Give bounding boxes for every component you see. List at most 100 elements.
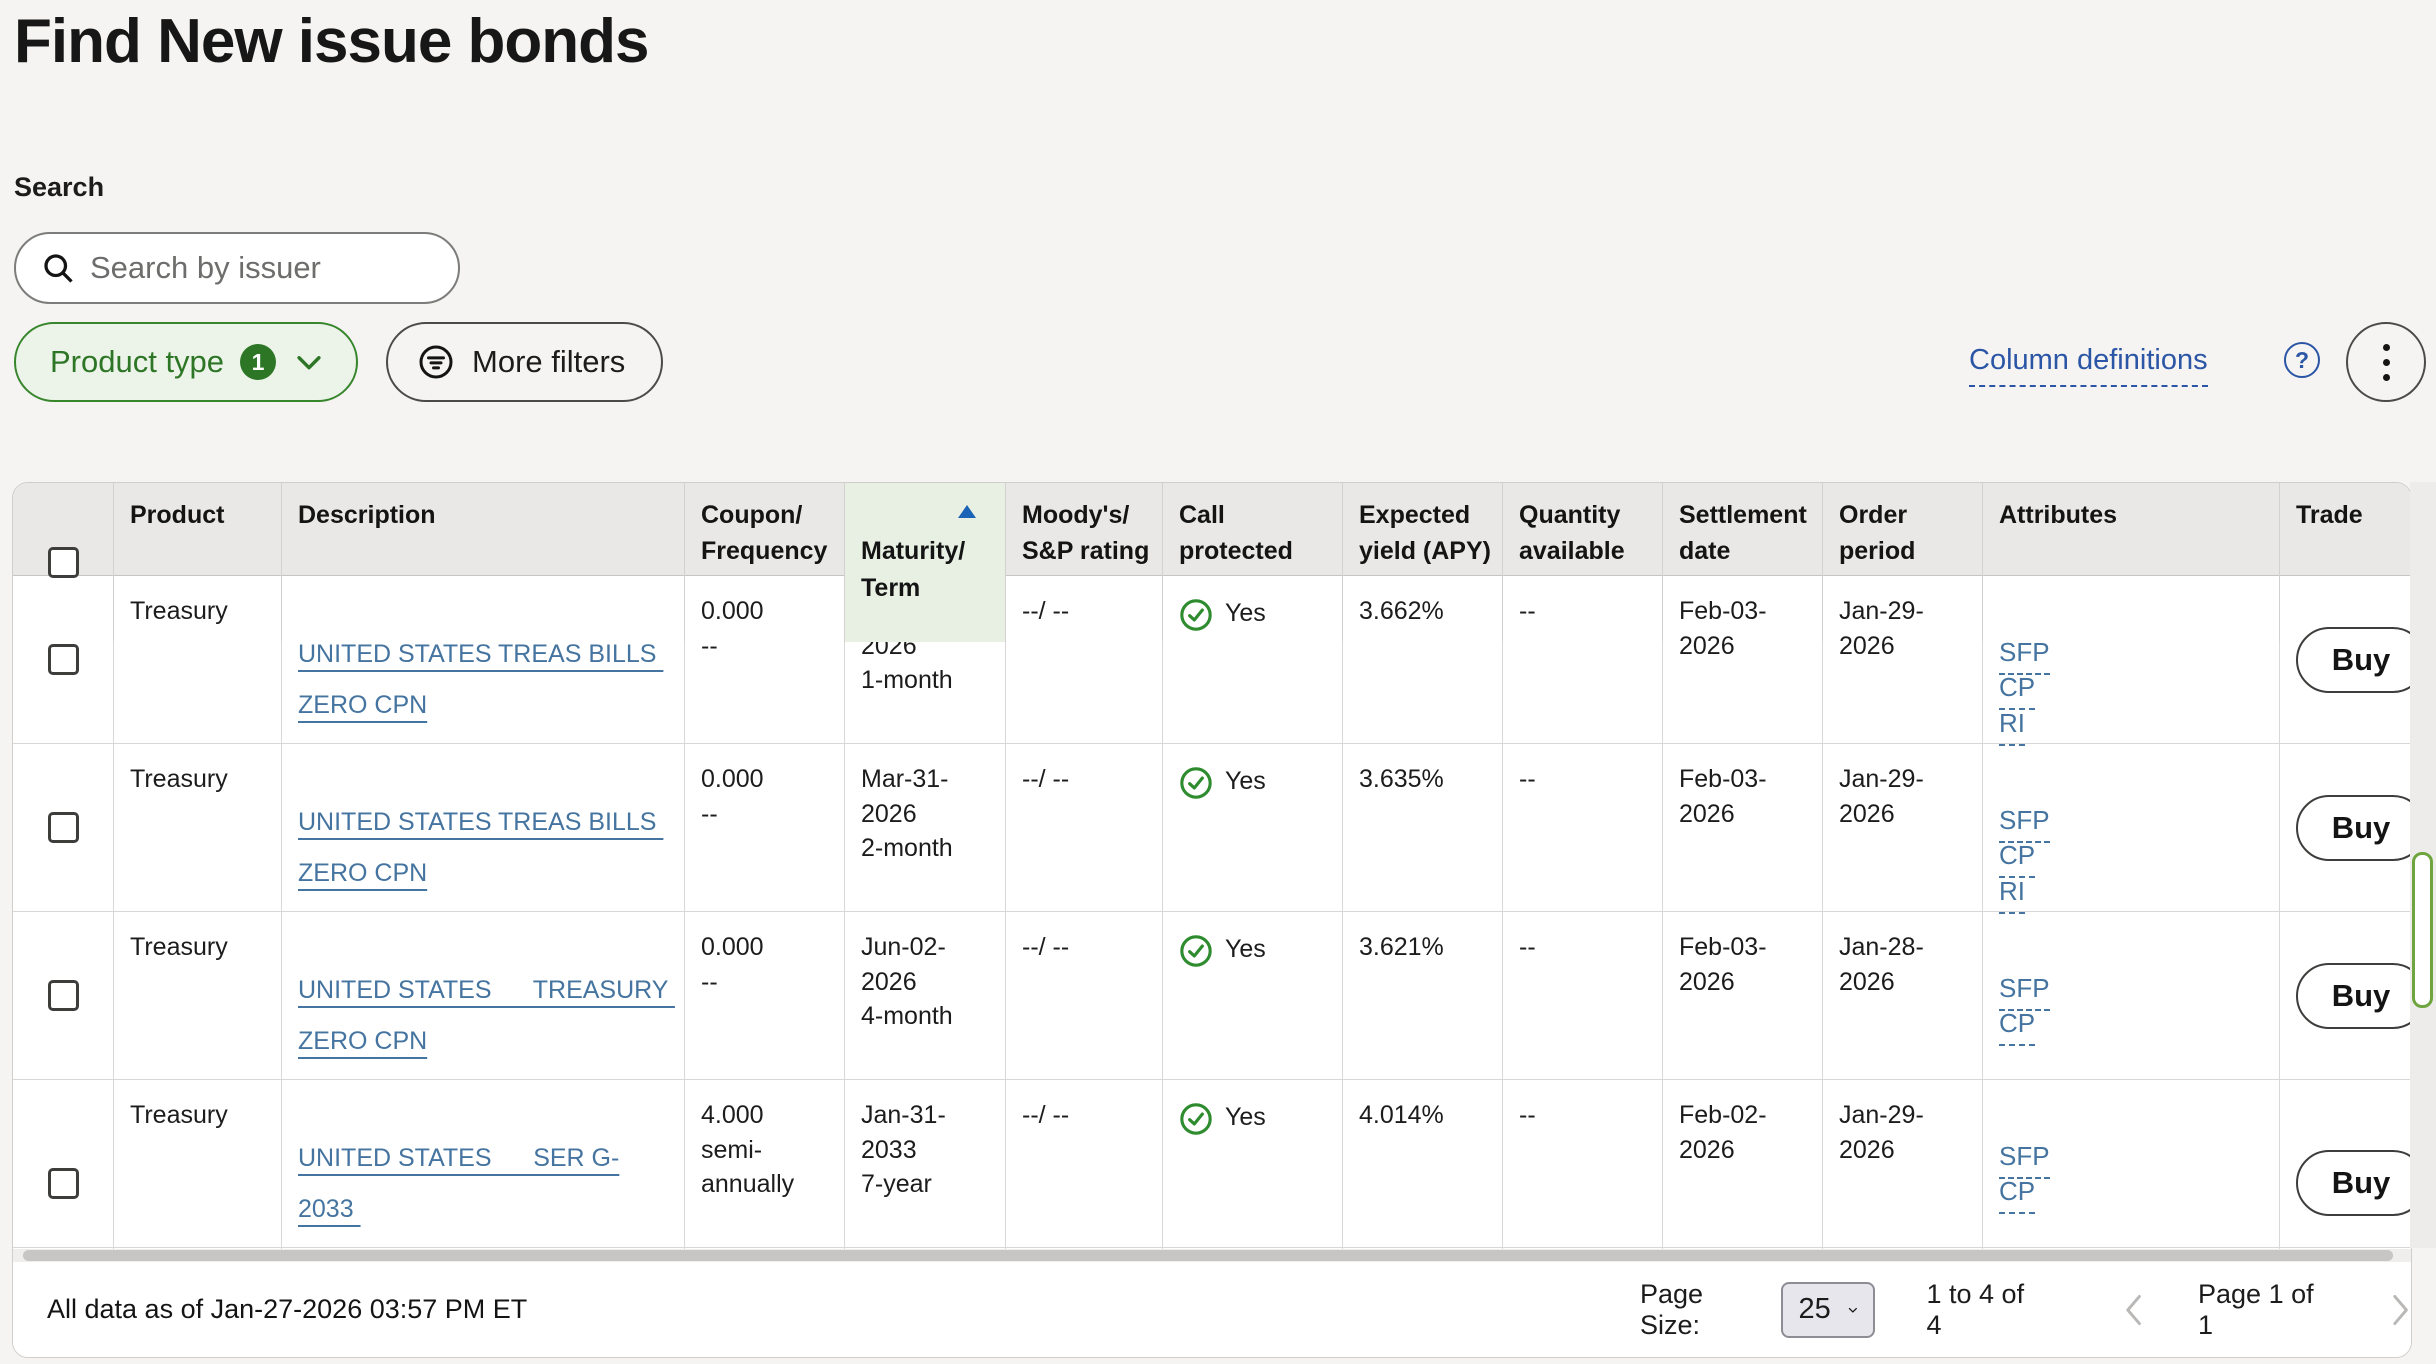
description-cell: UNITED STATES TREASURY ZERO CPN [282,912,685,1079]
call-protected-cell: Yes [1163,1080,1343,1287]
call-protected-cell: Yes [1163,576,1343,743]
settlement-cell: Feb-02- 2026 [1663,1080,1823,1287]
call-protected-value: Yes [1225,599,1266,627]
header-cell-description[interactable]: Description [282,483,685,642]
select-all-checkbox[interactable] [47,547,79,578]
filter-icon [419,345,453,379]
kebab-dot [2382,343,2390,351]
vertical-scrollbar-thumb[interactable] [2412,852,2433,1008]
description-cell: UNITED STATES TREAS BILLS ZERO CPN [282,744,685,911]
results-table-card: Product Description Coupon/ Frequency Ma… [12,482,2412,1358]
table-row: Treasury UNITED STATES TREASURY ZERO CPN… [13,912,2411,1080]
settlement-cell: Feb-03- 2026 [1663,576,1823,743]
order-period-cell: Jan-29- 2026 [1823,744,1983,911]
header-cell-coupon[interactable]: Coupon/ Frequency [685,483,845,642]
header-cell-select [13,483,114,642]
header-cell-maturity-label: Maturity/ Term [861,537,966,602]
order-period-cell: Jan-29- 2026 [1823,576,1983,743]
product-cell: Treasury [114,576,282,743]
trade-cell: Buy [2280,744,2411,911]
header-cell-rating[interactable]: Moody's/ S&P rating [1006,483,1163,642]
column-definitions-link[interactable]: Column definitions [1969,344,2208,387]
order-period-cell: Jan-28- 2026 [1823,912,1983,1079]
maturity-cell: Mar-31- 2026 2-month [845,744,1006,911]
help-icon[interactable]: ? [2284,342,2320,378]
call-protected-value: Yes [1225,1103,1266,1131]
header-cell-attributes[interactable]: Attributes [1983,483,2280,642]
table-row: Treasury UNITED STATES TREAS BILLS ZERO … [13,744,2411,915]
header-cell-maturity[interactable]: Maturity/ Term [845,483,1006,642]
data-as-of-text: All data as of Jan-27-2026 03:57 PM ET [47,1294,528,1324]
quantity-cell: -- [1503,576,1663,743]
more-filters-label: More filters [472,344,626,379]
buy-button[interactable]: Buy [2296,1150,2411,1217]
description-cell: UNITED STATES TREAS BILLS ZERO CPN [282,576,685,743]
search-box[interactable] [14,232,460,304]
header-cell-trade: Trade [2296,501,2363,529]
buy-button[interactable]: Buy [2296,962,2411,1029]
yield-cell: 4.014% [1343,1080,1503,1287]
description-link[interactable]: UNITED STATES TREAS BILLS ZERO CPN [298,639,657,719]
table-options-kebab-button[interactable] [2346,322,2426,402]
attribute-link-sfp[interactable]: SFP [1999,636,2050,675]
attributes-cell: SFP CP [1983,912,2280,1079]
more-filters-button[interactable]: More filters [386,322,664,402]
attribute-link-sfp[interactable]: SFP [1999,972,2050,1011]
product-type-label: Product type [50,344,225,379]
product-cell: Treasury [114,744,282,911]
row-checkbox[interactable] [47,812,79,843]
coupon-cell: 0.000 -- [685,576,845,743]
attribute-link-cp[interactable]: CP [1999,1176,2036,1215]
header-cell-settlement[interactable]: Settlement date [1663,483,1823,642]
search-icon [44,254,73,283]
previous-page-icon[interactable] [2121,1290,2146,1330]
search-input[interactable] [90,250,420,286]
row-checkbox[interactable] [47,644,79,675]
header-cell-product[interactable]: Product [114,483,282,642]
page-indicator-text: Page 1 of 1 [2198,1278,2314,1340]
pagination-controls: Page Size: 25 1 to 4 of 4 Page 1 of 1 [1640,1278,2412,1341]
sort-ascending-icon [958,505,976,518]
check-circle-icon [1180,1103,1212,1135]
description-link[interactable]: UNITED STATES TREAS BILLS ZERO CPN [298,807,657,887]
settlement-cell: Feb-03- 2026 [1663,744,1823,911]
check-circle-icon [1180,599,1212,631]
header-cell-yield[interactable]: Expected yield (APY) [1343,483,1503,642]
product-type-count-badge: 1 [240,344,277,380]
header-cell-order-period[interactable]: Order period [1823,483,1983,642]
quantity-cell: -- [1503,744,1663,911]
page-size-select[interactable]: 25 [1780,1281,1875,1338]
coupon-cell: 0.000 -- [685,912,845,1079]
attribute-link-cp[interactable]: CP [1999,840,2036,879]
description-link[interactable]: UNITED STATES TREASURY ZERO CPN [298,975,668,1055]
attribute-link-cp[interactable]: CP [1999,1008,2036,1047]
quantity-cell: -- [1503,912,1663,1079]
buy-button[interactable]: Buy [2296,626,2411,693]
header-cell-call-protected[interactable]: Call protected [1163,483,1343,642]
product-cell: Treasury [114,912,282,1079]
quantity-cell: -- [1503,1080,1663,1287]
attribute-link-sfp[interactable]: SFP [1999,1140,2050,1179]
row-checkbox[interactable] [47,1167,79,1199]
row-select-cell [13,576,114,743]
product-type-filter-button[interactable]: Product type 1 [14,322,359,402]
coupon-cell: 0.000 -- [685,744,845,911]
header-cell-quantity[interactable]: Quantity available [1503,483,1663,642]
settlement-cell: Feb-03- 2026 [1663,912,1823,1079]
vertical-scrollbar[interactable] [2410,482,2436,1248]
next-page-icon[interactable] [2388,1290,2412,1330]
horizontal-scrollbar-thumb[interactable] [23,1250,2393,1261]
buy-button[interactable]: Buy [2296,794,2411,861]
row-checkbox[interactable] [47,980,79,1011]
table-footer: All data as of Jan-27-2026 03:57 PM ET P… [13,1262,2412,1357]
table-row: Treasury UNITED STATES SER G-2033 TREASU… [13,1080,2411,1287]
attribute-link-cp[interactable]: CP [1999,672,2036,711]
trade-cell: Buy [2280,1080,2411,1286]
attribute-link-ri[interactable]: RI [1999,708,2025,747]
attribute-link-ri[interactable]: RI [1999,876,2025,915]
select-chevron-icon [1848,1307,1857,1313]
product-cell: Treasury [114,1080,282,1287]
attribute-link-sfp[interactable]: SFP [1999,804,2050,843]
maturity-cell: Jan-31- 2033 7-year [845,1080,1006,1287]
horizontal-scrollbar[interactable] [13,1249,2411,1262]
